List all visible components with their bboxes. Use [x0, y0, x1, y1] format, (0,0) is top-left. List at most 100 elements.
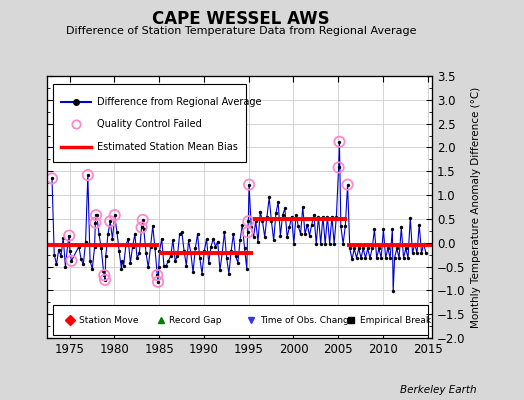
Point [422, 250, 430, 256]
Point [236, 237, 244, 244]
Point [154, 278, 162, 285]
Point [397, 224, 406, 231]
Point [93, 212, 101, 218]
Point [162, 262, 170, 269]
Point [209, 236, 217, 242]
Point [54, 247, 63, 253]
Point [265, 194, 274, 201]
Point [102, 253, 110, 259]
Point [321, 240, 330, 247]
Point [90, 244, 99, 251]
Point [92, 212, 100, 218]
Point [406, 215, 414, 221]
Point [247, 224, 256, 231]
Point [314, 213, 323, 220]
Point [130, 231, 139, 237]
Point [364, 245, 372, 252]
Point [91, 220, 100, 226]
Point [191, 245, 200, 252]
Point [193, 231, 202, 237]
Point [303, 222, 311, 228]
Point [104, 231, 112, 237]
Point [52, 261, 61, 267]
Point [348, 256, 356, 262]
Point [216, 267, 224, 274]
Point [126, 260, 135, 266]
Point [113, 229, 121, 236]
Point [67, 258, 75, 264]
Point [381, 255, 390, 261]
Y-axis label: Monthly Temperature Anomaly Difference (°C): Monthly Temperature Anomaly Difference (… [471, 86, 481, 328]
Point [232, 253, 240, 259]
Point [359, 245, 367, 252]
Point [332, 213, 341, 220]
Point [220, 229, 228, 236]
Point [101, 277, 109, 283]
Point [272, 210, 280, 216]
Point [357, 255, 365, 261]
Point [79, 261, 88, 267]
Text: CAPE WESSEL AWS: CAPE WESSEL AWS [152, 10, 330, 28]
Point [149, 223, 157, 229]
Point [133, 255, 141, 261]
Point [202, 236, 211, 242]
Point [75, 243, 83, 250]
Point [63, 242, 72, 248]
Point [294, 223, 302, 229]
Point [361, 255, 369, 261]
Point [137, 224, 146, 231]
Text: Time of Obs. Change: Time of Obs. Change [260, 316, 354, 325]
Point [319, 213, 327, 220]
Point [244, 218, 253, 224]
Point [86, 258, 94, 264]
Point [155, 264, 163, 271]
Point [297, 231, 305, 237]
Point [184, 237, 193, 244]
Point [386, 255, 394, 261]
Point [241, 245, 249, 252]
Point [195, 255, 204, 261]
Point [384, 245, 392, 252]
Point [301, 231, 309, 237]
Point [352, 255, 361, 261]
Point [258, 218, 267, 224]
Point [243, 266, 251, 272]
Point [169, 237, 177, 244]
Point [138, 217, 147, 223]
Bar [53, 84, 246, 162]
Point [343, 182, 352, 188]
Point [379, 226, 388, 232]
Point [408, 250, 417, 256]
Point [229, 231, 237, 237]
Point [305, 232, 314, 239]
Point [48, 175, 56, 182]
Point [269, 237, 278, 244]
Point [390, 255, 399, 261]
Point [254, 238, 262, 245]
Point [77, 256, 85, 262]
Point [198, 270, 206, 277]
Point [176, 231, 184, 237]
Point [92, 212, 100, 218]
Text: Station Move: Station Move [79, 316, 138, 325]
Point [153, 272, 161, 278]
Point [325, 240, 334, 247]
Point [335, 138, 344, 145]
Point [207, 243, 215, 250]
Point [341, 223, 350, 229]
Point [108, 236, 117, 242]
Point [115, 248, 123, 254]
Point [97, 245, 105, 252]
Point [180, 248, 188, 254]
Point [204, 260, 213, 266]
Point [100, 272, 108, 278]
Point [401, 245, 410, 252]
Point [225, 270, 233, 277]
Point [370, 226, 379, 232]
Point [65, 232, 73, 239]
Point [173, 253, 182, 259]
Point [50, 252, 59, 258]
Point [100, 268, 108, 274]
Point [375, 245, 383, 252]
Point [244, 229, 252, 236]
